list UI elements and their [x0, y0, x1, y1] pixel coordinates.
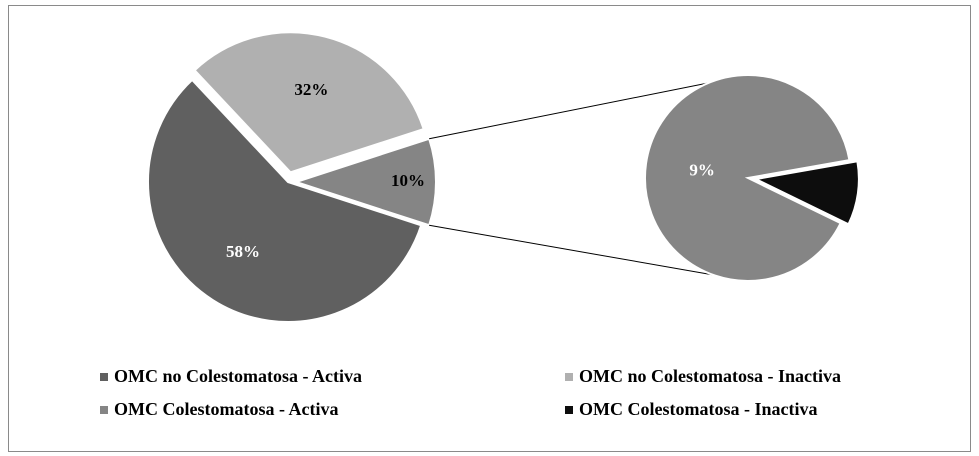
connector: [429, 224, 749, 282]
pie-slice: [193, 31, 425, 174]
legend-label: OMC no Colestomatosa - Activa: [114, 366, 362, 386]
legend-swatch: [100, 406, 108, 414]
pie-slice: [147, 78, 423, 323]
connector: [429, 74, 749, 140]
legend-swatch: [100, 373, 108, 381]
legend-swatch: [565, 406, 573, 414]
legend-swatch: [565, 373, 573, 381]
data-label: 9%: [689, 160, 715, 179]
legend-label: OMC Colestomatosa - Inactiva: [579, 399, 817, 419]
pie-slice: [292, 137, 437, 227]
legend-label: OMC Colestomatosa - Activa: [114, 399, 338, 419]
data-label: 10%: [391, 171, 425, 190]
data-label: 32%: [294, 80, 328, 99]
legend-label: OMC no Colestomatosa - Inactiva: [579, 366, 841, 386]
pie-slice: [644, 74, 851, 282]
data-label: 58%: [226, 242, 260, 261]
pie-slice: [752, 160, 860, 226]
